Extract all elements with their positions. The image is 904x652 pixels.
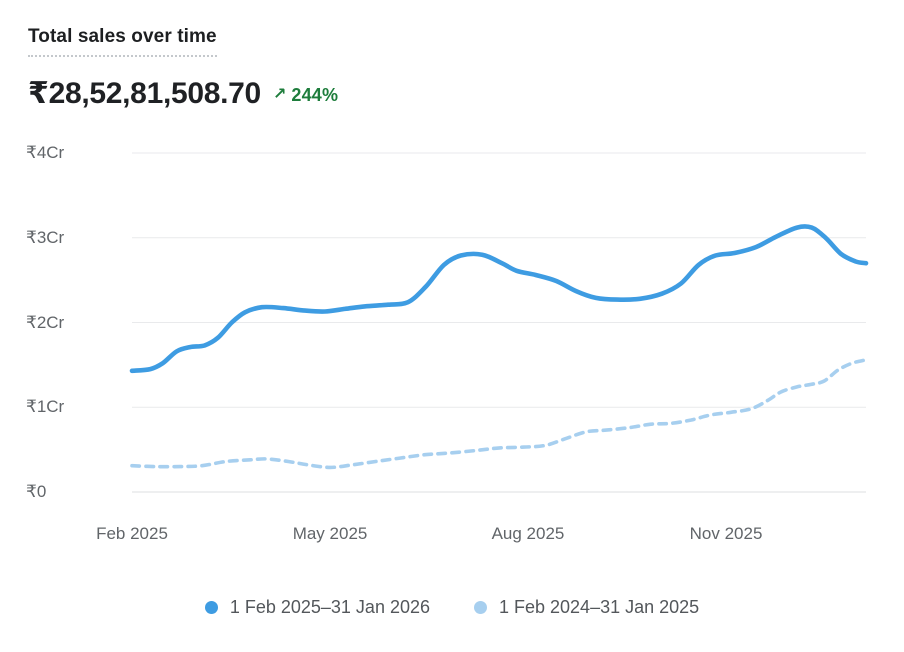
change-percent: 244% [291, 84, 339, 105]
legend-label-comparison: 1 Feb 2024–31 Jan 2025 [499, 597, 700, 617]
x-axis-label: Feb 2025 [96, 524, 168, 543]
y-axis-label: ₹4Cr [26, 143, 65, 162]
legend-dot-comparison-icon [474, 601, 487, 614]
legend-item-comparison-period[interactable]: 1 Feb 2024–31 Jan 2025 [474, 597, 699, 618]
primary-series-line [129, 224, 869, 374]
comparison-series-line [130, 358, 868, 470]
x-axis-label: Aug 2025 [491, 524, 565, 543]
y-axis-label: ₹1Cr [26, 397, 65, 417]
change-badge: ↗ 244% [273, 85, 338, 106]
total-sales-value: ₹28,52,81,508.70 [28, 77, 261, 110]
legend-label-current: 1 Feb 2025–31 Jan 2026 [229, 597, 430, 617]
x-axis-label: Nov 2025 [689, 524, 763, 543]
y-axis-label: ₹0 [26, 482, 47, 501]
card-header: Total sales over time [28, 26, 217, 57]
legend-item-current-period[interactable]: 1 Feb 2025–31 Jan 2026 [204, 597, 430, 618]
trend-up-icon: ↗ [272, 86, 287, 103]
x-axis-label: May 2025 [292, 524, 368, 543]
y-axis-label: ₹2Cr [26, 312, 65, 332]
chart-title[interactable]: Total sales over time [28, 26, 217, 57]
chart-legend: 1 Feb 2025–31 Jan 2026 1 Feb 2024–31 Jan… [0, 597, 904, 618]
metric-row: ₹28,52,81,508.70 ↗ 244% [28, 76, 338, 111]
y-axis-label: ₹3Cr [26, 227, 65, 247]
legend-dot-current-icon [204, 601, 218, 614]
